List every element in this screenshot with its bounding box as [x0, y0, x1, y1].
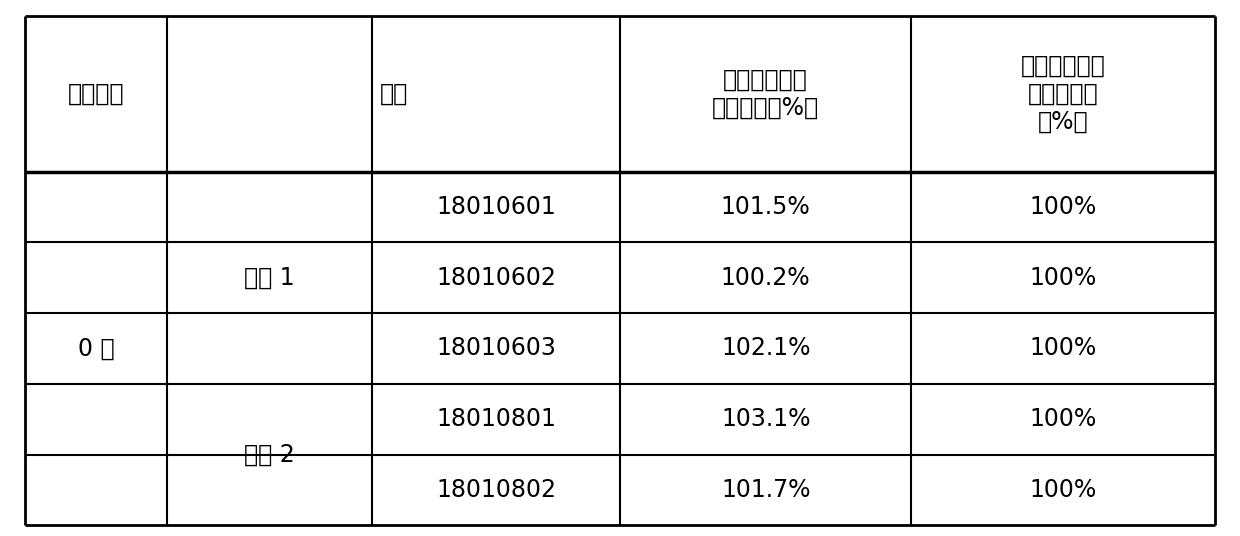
- Text: 试验 2: 试验 2: [244, 443, 295, 466]
- Text: 含量占初始値
的的百分比
（%）: 含量占初始値 的的百分比 （%）: [1021, 54, 1106, 133]
- Text: 18010601: 18010601: [436, 195, 556, 219]
- Text: 101.7%: 101.7%: [720, 478, 811, 502]
- Text: 100.2%: 100.2%: [720, 266, 811, 289]
- Text: 18010603: 18010603: [436, 337, 556, 360]
- Text: 100%: 100%: [1029, 407, 1097, 431]
- Text: 保存时间: 保存时间: [68, 82, 124, 106]
- Text: 0 月: 0 月: [78, 337, 114, 360]
- Text: 批号: 批号: [379, 82, 408, 106]
- Text: 100%: 100%: [1029, 195, 1097, 219]
- Text: 100%: 100%: [1029, 266, 1097, 289]
- Text: 含量占标示量
的百分比（%）: 含量占标示量 的百分比（%）: [712, 68, 820, 120]
- Text: 101.5%: 101.5%: [720, 195, 811, 219]
- Text: 102.1%: 102.1%: [720, 337, 811, 360]
- Text: 18010602: 18010602: [436, 266, 556, 289]
- Text: 试验 1: 试验 1: [244, 266, 295, 289]
- Text: 18010801: 18010801: [436, 407, 556, 431]
- Text: 100%: 100%: [1029, 337, 1097, 360]
- Text: 103.1%: 103.1%: [720, 407, 811, 431]
- Text: 18010802: 18010802: [436, 478, 556, 502]
- Text: 100%: 100%: [1029, 478, 1097, 502]
